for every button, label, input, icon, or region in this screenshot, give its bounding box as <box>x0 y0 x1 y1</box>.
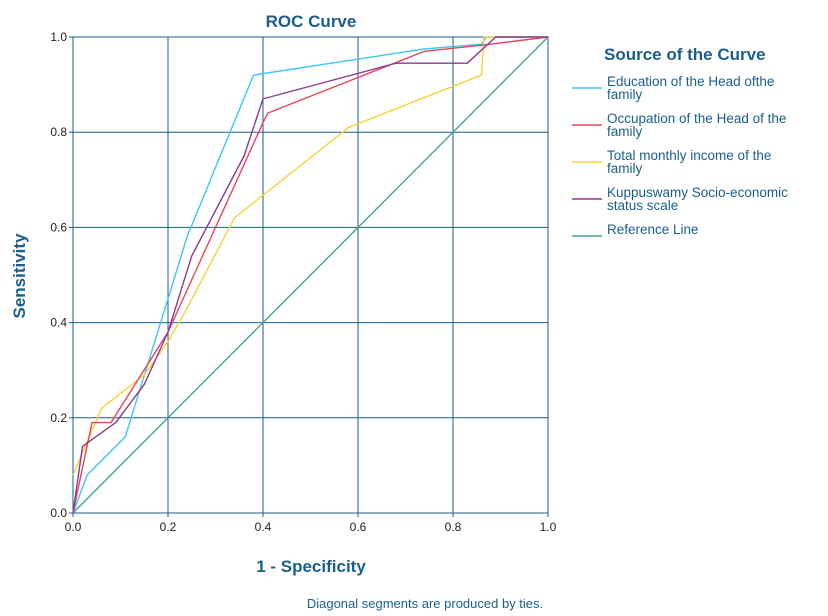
legend: Source of the Curve Education of the Hea… <box>572 45 788 237</box>
legend-entry-label: Education of the Head ofthe <box>607 74 774 89</box>
plot-area: 0.00.0 0.2 0.2 0.4 0.4 0.6 0.6 0.8 0.8 1.0 1.0 <box>50 30 556 534</box>
y-tick-label: 0.0 <box>50 506 67 520</box>
legend-title: Source of the Curve <box>604 45 766 64</box>
legend-entry-label: family <box>607 87 643 102</box>
x-tick-label: 0.6 <box>350 520 367 534</box>
chart-title: ROC Curve <box>266 12 357 31</box>
y-tick-label: 0.6 <box>50 220 67 234</box>
series-line-reference-line <box>72 36 549 514</box>
series-line-kuppuswamy-socio-economic-status-scale <box>72 36 548 514</box>
x-tick-label: 0.4 <box>255 520 272 534</box>
legend-entry-label: family <box>607 124 643 139</box>
series-line-total-monthly-income-of-the-family <box>72 36 548 476</box>
y-tick-label: 1.0 <box>50 30 67 44</box>
x-tick-label: 0.0 <box>65 520 82 534</box>
y-tick-label: 0.4 <box>50 316 67 330</box>
footnote: Diagonal segments are produced by ties. <box>307 596 543 611</box>
x-tick-label: 0.2 <box>160 520 177 534</box>
y-tick-label: 0.8 <box>50 125 67 139</box>
legend-entry-label: Total monthly income of the <box>607 148 771 163</box>
legend-entry-label: family <box>607 161 643 176</box>
series-line-occupation-of-the-head-of-the-family <box>72 36 549 514</box>
y-axis-title: Sensitivity <box>10 233 29 319</box>
legend-entry-label: Kuppuswamy Socio-economic <box>607 185 788 200</box>
plot-frame <box>72 36 549 514</box>
x-tick-label: 0.8 <box>445 520 462 534</box>
legend-entry-label: Reference Line <box>607 222 699 237</box>
x-axis-title: 1 - Specificity <box>256 557 366 576</box>
legend-entry-label: status scale <box>607 198 678 213</box>
legend-entry-label: Occupation of the Head of the <box>607 111 786 126</box>
y-tick-label: 0.2 <box>50 411 67 425</box>
x-tick-label: 1.0 <box>540 520 557 534</box>
